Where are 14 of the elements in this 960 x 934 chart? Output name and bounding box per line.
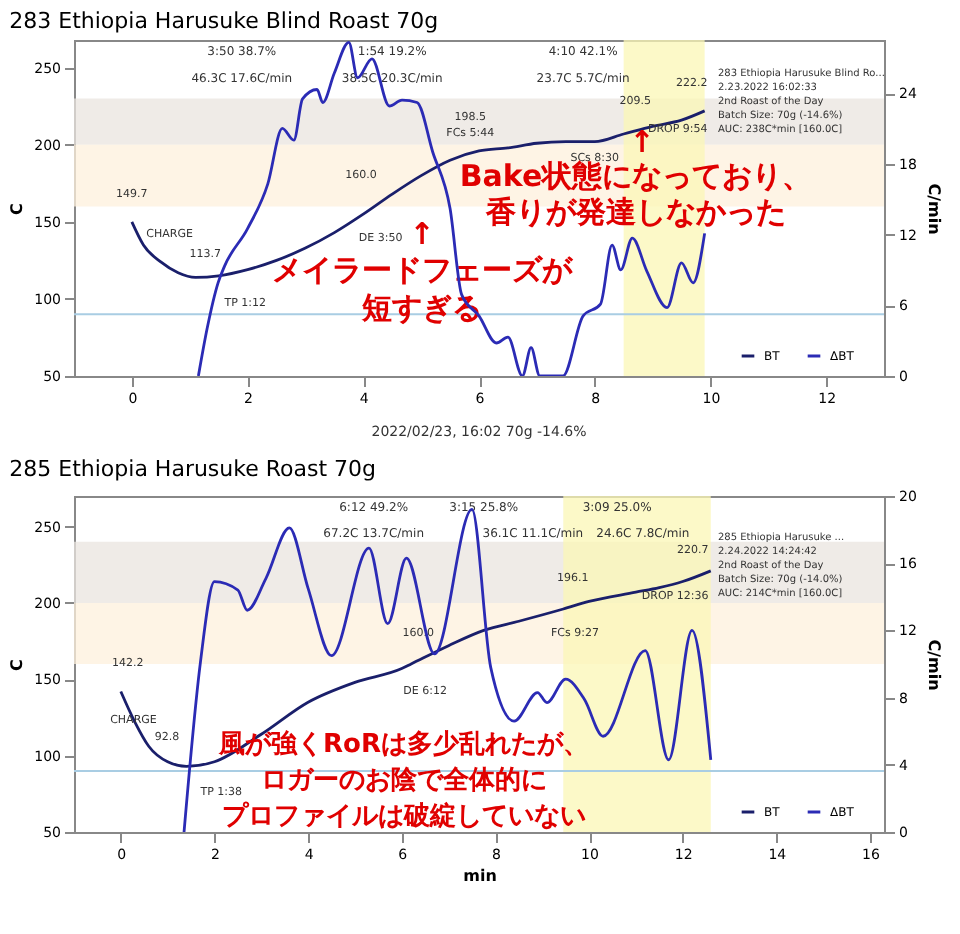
chart-title: 285 Ethiopia Harusuke Roast 70g: [9, 456, 377, 482]
annotation: 風が強くRoRは多少乱れたが、: [217, 728, 589, 760]
annotation: ロガーのお陰で全体的に: [261, 766, 547, 796]
y-axis-title: C: [8, 202, 27, 215]
annotation: Bake状態になっており、: [459, 158, 813, 194]
annotation: プロファイルは破綻していない: [222, 800, 586, 832]
annotation: ↑: [409, 216, 435, 252]
x-axis-title: min: [463, 867, 498, 885]
annotation: 香りが発達しなかった: [484, 194, 786, 230]
y2-axis-title: C/min: [924, 639, 943, 692]
line-series: [182, 508, 713, 832]
chart-title: 283 Ethiopia Harusuke Blind Roast 70g: [9, 8, 439, 34]
y2-axis-title: C/min: [924, 183, 943, 236]
y-axis-title: C: [8, 658, 27, 671]
